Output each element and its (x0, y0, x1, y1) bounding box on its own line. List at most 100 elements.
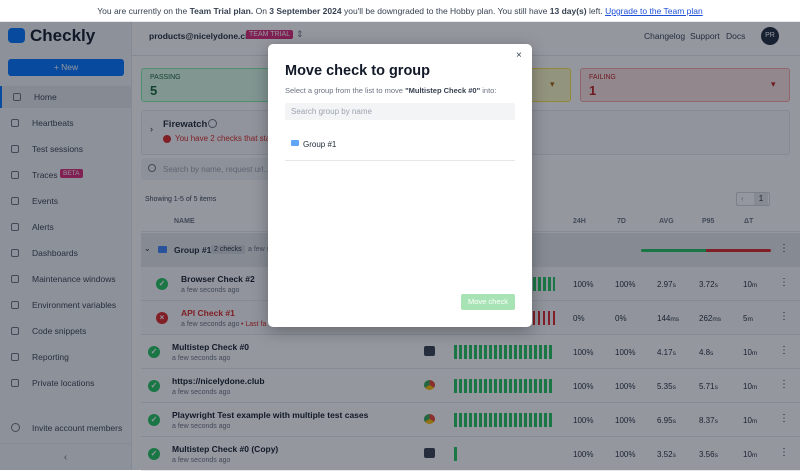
nav-icon (11, 119, 19, 127)
avatar[interactable]: PR (761, 27, 779, 45)
page-number[interactable]: 1 (754, 193, 768, 205)
nav-item[interactable]: Test sessions (0, 138, 131, 160)
avg-unit: s (672, 418, 676, 425)
check-time: a few seconds ago (172, 423, 231, 430)
nav-item[interactable]: Private locations (0, 372, 131, 394)
header-avg[interactable]: AVG (659, 218, 674, 225)
pct-7d: 100% (615, 416, 636, 425)
nav-item[interactable]: Code snippets (0, 320, 131, 342)
avg: 6.95s (657, 416, 676, 425)
modal-check-name: "Multistep Check #0" (405, 86, 481, 95)
search-placeholder: Search by name, request url... (163, 165, 271, 174)
p95: 5.71s (699, 382, 718, 391)
nav-item[interactable]: Heartbeats (0, 112, 131, 134)
top-link[interactable]: Docs (726, 31, 746, 41)
passing-count: 5 (150, 83, 158, 98)
group-search[interactable]: Search group by name (285, 103, 515, 120)
nav-item[interactable]: Dashboards (0, 242, 131, 264)
header-name[interactable]: NAME (174, 218, 195, 225)
banner-text: you'll be downgraded to the Hobby plan. … (343, 6, 548, 16)
nav-item[interactable]: Environment variables (0, 294, 131, 316)
menu-button[interactable]: ⋮ (779, 379, 789, 390)
folder-icon (291, 140, 299, 146)
expand-icon[interactable]: › (150, 124, 153, 134)
failing-card[interactable]: FAILING 1 ▾ (580, 68, 790, 102)
header-7d[interactable]: 7D (617, 218, 626, 225)
group-list: Group #1 (285, 134, 515, 161)
p95: 4.8s (699, 348, 713, 357)
pct-24h: 100% (573, 450, 594, 459)
delta-t: 10m (743, 348, 757, 357)
account-switch[interactable]: ⇕ (296, 29, 304, 39)
upgrade-link[interactable]: Upgrade to the Team plan (605, 6, 703, 16)
group-name: Group #1 (174, 245, 212, 255)
header-p95[interactable]: P95 (702, 218, 715, 225)
banner-date: 3 September 2024 (269, 6, 342, 16)
check-time: a few seconds ago (181, 321, 240, 328)
avg-value: 2.97 (657, 280, 673, 289)
nav-label: Traces (32, 170, 58, 180)
delta-t-unit: m (747, 316, 753, 323)
nav-icon (11, 197, 19, 205)
pct-24h: 100% (573, 348, 594, 357)
avg: 4.17s (657, 348, 676, 357)
move-button[interactable]: Move check (461, 294, 515, 310)
nav-item[interactable]: Reporting (0, 346, 131, 368)
delta-t: 10m (743, 382, 757, 391)
p95: 3.72s (699, 280, 718, 289)
sparkline (533, 277, 555, 291)
nav-item[interactable]: Maintenance windows (0, 268, 131, 290)
menu-button[interactable]: ⋮ (779, 243, 789, 254)
p95-unit: s (714, 384, 718, 391)
avg: 2.97s (657, 280, 676, 289)
menu-button[interactable]: ⋮ (779, 345, 789, 356)
close-button[interactable]: × (516, 50, 522, 61)
menu-button[interactable]: ⋮ (779, 413, 789, 424)
modal-description: Select a group from the list to move "Mu… (285, 86, 496, 95)
help-icon (208, 119, 217, 128)
pct-24h: 0% (573, 314, 585, 323)
firewatch-title: Firewatch (163, 119, 208, 130)
header-dt[interactable]: ΔT (744, 218, 754, 225)
delta-t-unit: m (751, 384, 758, 391)
banner-text: You are currently on the (97, 6, 188, 16)
nav-item[interactable]: Home (0, 86, 131, 108)
delta-t-value: 10 (743, 450, 752, 459)
avg-value: 6.95 (657, 416, 673, 425)
pct-7d: 0% (615, 314, 627, 323)
check-row[interactable]: ✓ Multistep Check #0 a few seconds ago 100%… (141, 335, 800, 369)
account-name[interactable]: products@nicelydone.cl... (149, 31, 255, 41)
nav-item[interactable]: Traces BETA (0, 164, 131, 186)
menu-button[interactable]: ⋮ (779, 311, 789, 322)
avg-value: 144 (657, 314, 671, 323)
status-icon: × (156, 312, 168, 324)
logo-icon (8, 28, 25, 43)
avg-unit: s (672, 452, 676, 459)
top-link[interactable]: Support (690, 31, 720, 41)
search-box[interactable]: Search by name, request url... (141, 158, 281, 180)
check-row[interactable]: ✓ https://nicelydone.club a few seconds ag… (141, 369, 800, 403)
check-time: a few seconds ago (181, 287, 240, 294)
menu-button[interactable]: ⋮ (779, 277, 789, 288)
top-link[interactable]: Changelog (644, 31, 686, 41)
check-name: Browser Check #2 (181, 274, 255, 284)
new-button[interactable]: + New (8, 59, 124, 76)
pct-7d: 100% (615, 382, 636, 391)
avg-value: 3.52 (657, 450, 673, 459)
banner-text: On (255, 6, 267, 16)
delta-t: 10m (743, 280, 757, 289)
passing-card[interactable]: PASSING 5 (141, 68, 276, 102)
nav-item[interactable]: Events (0, 190, 131, 212)
group-option[interactable]: Group #1 (285, 134, 515, 156)
p95-unit: ms (712, 316, 722, 323)
prev-page[interactable]: ‹ (741, 194, 744, 203)
check-row[interactable]: ✓ Playwright Test example with multiple t… (141, 403, 800, 437)
avg-unit: s (672, 282, 676, 289)
nav-item[interactable]: Alerts (0, 216, 131, 238)
menu-button[interactable]: ⋮ (779, 447, 789, 458)
invite-link[interactable]: Invite account members (32, 423, 123, 433)
header-24h[interactable]: 24H (573, 218, 586, 225)
collapse-button[interactable]: ‹ (0, 443, 131, 470)
error-icon (163, 135, 171, 143)
nav-icon (11, 379, 19, 387)
